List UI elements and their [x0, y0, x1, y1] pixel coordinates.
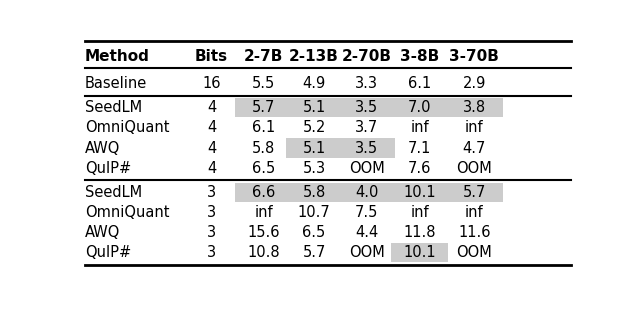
Bar [391, 183, 448, 202]
Text: 6.5: 6.5 [303, 225, 326, 240]
Text: 3.7: 3.7 [355, 121, 378, 136]
Text: 4: 4 [207, 121, 216, 136]
Text: 5.1: 5.1 [303, 100, 326, 115]
Text: inf: inf [465, 121, 484, 136]
Text: 3: 3 [207, 185, 216, 200]
Text: 3-8B: 3-8B [400, 49, 440, 64]
Text: 4.0: 4.0 [355, 185, 378, 200]
Text: AWQ: AWQ [85, 141, 120, 156]
Text: OOM: OOM [349, 161, 385, 176]
Text: 3.8: 3.8 [463, 100, 486, 115]
Text: 2.9: 2.9 [463, 76, 486, 91]
Bar [338, 183, 396, 202]
Text: 4.7: 4.7 [463, 141, 486, 156]
Bar [285, 138, 342, 158]
Text: 5.8: 5.8 [303, 185, 326, 200]
Text: 7.5: 7.5 [355, 205, 378, 220]
Text: 6.5: 6.5 [252, 161, 275, 176]
Bar [446, 183, 503, 202]
Text: OOM: OOM [456, 245, 492, 260]
Text: 4: 4 [207, 161, 216, 176]
Text: 7.1: 7.1 [408, 141, 431, 156]
Text: OmniQuant: OmniQuant [85, 205, 170, 220]
Bar [338, 138, 396, 158]
Text: 4.9: 4.9 [303, 76, 326, 91]
Text: QuIP#: QuIP# [85, 245, 131, 260]
Text: 5.8: 5.8 [252, 141, 275, 156]
Text: 6.1: 6.1 [252, 121, 275, 136]
Text: Bits: Bits [195, 49, 228, 64]
Text: 5.7: 5.7 [463, 185, 486, 200]
Text: 10.1: 10.1 [403, 245, 436, 260]
Text: 10.1: 10.1 [403, 185, 436, 200]
Text: 5.5: 5.5 [252, 76, 275, 91]
Text: 4.4: 4.4 [355, 225, 378, 240]
Text: 5.3: 5.3 [303, 161, 326, 176]
Text: 5.7: 5.7 [303, 245, 326, 260]
Bar [285, 98, 342, 117]
Text: 6.1: 6.1 [408, 76, 431, 91]
Text: QuIP#: QuIP# [85, 161, 131, 176]
Bar [391, 243, 448, 262]
Text: SeedLM: SeedLM [85, 185, 142, 200]
Text: 3.5: 3.5 [355, 141, 378, 156]
Text: 7.6: 7.6 [408, 161, 431, 176]
Text: 15.6: 15.6 [247, 225, 280, 240]
Text: 2-13B: 2-13B [289, 49, 339, 64]
Text: 16: 16 [202, 76, 221, 91]
Text: 3: 3 [207, 205, 216, 220]
Bar [235, 183, 292, 202]
Bar [338, 98, 396, 117]
Text: 3-70B: 3-70B [449, 49, 499, 64]
Text: 4: 4 [207, 100, 216, 115]
Text: 10.7: 10.7 [298, 205, 330, 220]
Text: 3: 3 [207, 245, 216, 260]
Text: OOM: OOM [349, 245, 385, 260]
Text: 11.6: 11.6 [458, 225, 491, 240]
Text: 5.7: 5.7 [252, 100, 275, 115]
Text: 11.8: 11.8 [403, 225, 436, 240]
Text: inf: inf [465, 205, 484, 220]
Text: 4: 4 [207, 141, 216, 156]
Bar [285, 183, 342, 202]
Text: AWQ: AWQ [85, 225, 120, 240]
Text: inf: inf [254, 205, 273, 220]
Text: Method: Method [85, 49, 150, 64]
Text: inf: inf [410, 121, 429, 136]
Text: 5.1: 5.1 [303, 141, 326, 156]
Text: 3.5: 3.5 [355, 100, 378, 115]
Bar [235, 98, 292, 117]
Bar [391, 98, 448, 117]
Text: OOM: OOM [456, 161, 492, 176]
Text: Baseline: Baseline [85, 76, 147, 91]
Text: 10.8: 10.8 [247, 245, 280, 260]
Text: 3.3: 3.3 [355, 76, 378, 91]
Text: 3: 3 [207, 225, 216, 240]
Text: OmniQuant: OmniQuant [85, 121, 170, 136]
Text: 2-70B: 2-70B [342, 49, 392, 64]
Text: 2-7B: 2-7B [244, 49, 284, 64]
Text: SeedLM: SeedLM [85, 100, 142, 115]
Bar [446, 98, 503, 117]
Text: 7.0: 7.0 [408, 100, 431, 115]
Text: 5.2: 5.2 [303, 121, 326, 136]
Text: inf: inf [410, 205, 429, 220]
Text: 6.6: 6.6 [252, 185, 275, 200]
